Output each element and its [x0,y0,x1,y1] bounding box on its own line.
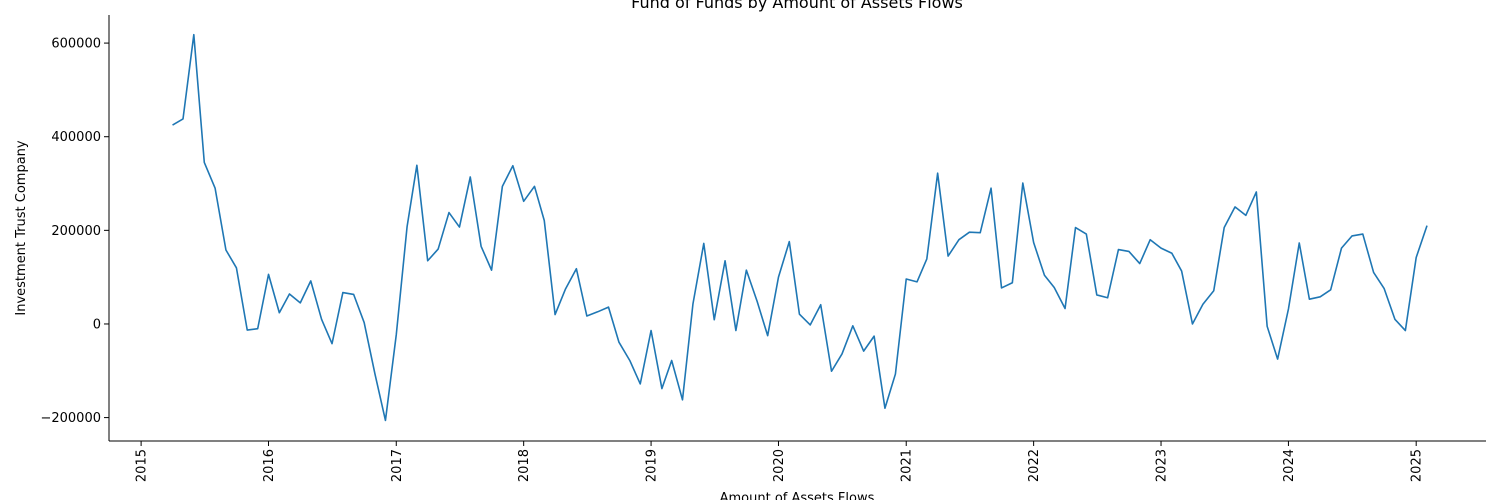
series-line [172,33,1428,422]
x-axis-ticks: 2015 2016 2017 2018 2019 2020 2021 2022 2023 2024… [135,441,1425,482]
y-tick-label: 0 [93,317,101,332]
x-axis-title: Amount of Assets Flows [720,491,875,500]
x-tick-label: 2025 [1410,449,1425,482]
x-tick-label: 2022 [1027,449,1042,482]
y-tick-label: 400000 [51,130,101,145]
y-axis-ticks: −200000 0 200000 400000 600000 [40,37,109,426]
x-tick-label: 2019 [645,449,660,482]
x-tick-label: 2016 [262,449,277,482]
x-tick-label: 2015 [135,449,150,482]
x-tick-label: 2024 [1282,449,1297,482]
chart-title: Fund of Funds by Amount of Assets Flows [631,0,963,12]
x-tick-label: 2023 [1155,449,1170,482]
x-tick-label: 2021 [900,449,915,482]
y-axis-title: Investment Trust Company [14,140,29,316]
y-tick-label: 200000 [51,224,101,239]
y-tick-label: −200000 [40,411,101,426]
x-tick-label: 2020 [772,449,787,482]
x-tick-label: 2018 [517,449,532,482]
y-tick-label: 600000 [51,37,101,52]
x-tick-label: 2017 [390,449,405,482]
